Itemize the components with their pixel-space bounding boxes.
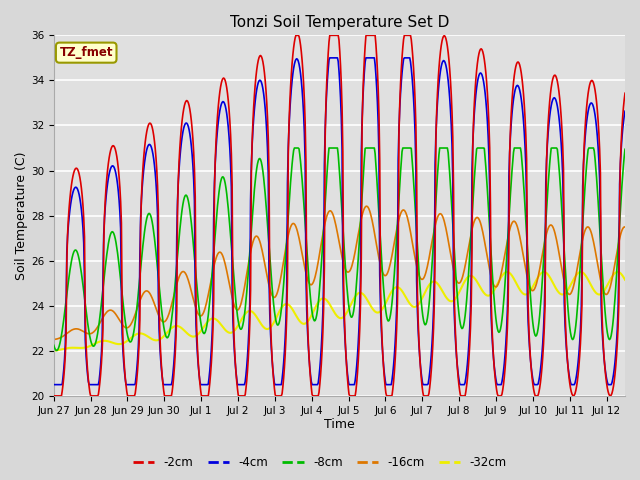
Text: TZ_fmet: TZ_fmet (60, 46, 113, 59)
Y-axis label: Soil Temperature (C): Soil Temperature (C) (15, 151, 28, 280)
X-axis label: Time: Time (324, 419, 355, 432)
Title: Tonzi Soil Temperature Set D: Tonzi Soil Temperature Set D (230, 15, 449, 30)
Legend: -2cm, -4cm, -8cm, -16cm, -32cm: -2cm, -4cm, -8cm, -16cm, -32cm (129, 452, 511, 474)
